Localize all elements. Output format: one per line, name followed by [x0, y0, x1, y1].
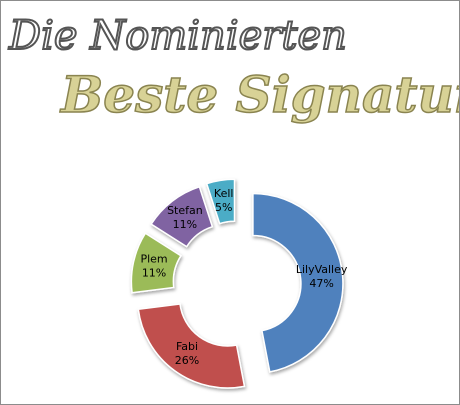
doughnut-segment — [205, 178, 236, 225]
doughnut-segment — [137, 303, 246, 389]
doughnut-segment — [150, 185, 214, 248]
data-label-name: Stefan — [167, 204, 203, 217]
data-label-value: 11% — [142, 266, 166, 279]
data-label-name: Kell — [214, 187, 234, 200]
doughnut-segment — [130, 232, 182, 294]
data-label-name: Plem — [140, 252, 167, 265]
doughnut-segment — [252, 192, 344, 373]
data-label-value: 5% — [215, 201, 232, 214]
data-label-name: Fabi — [176, 340, 198, 353]
plot: LilyValley47%Fabi26%Plem11%Stefan11%Kell… — [130, 178, 348, 389]
data-label-value: 11% — [173, 218, 197, 231]
chart-subtitle: Beste Signatur — [59, 65, 459, 124]
chart-title: Die Nominierten — [8, 13, 347, 59]
data-label-name: LilyValley — [296, 263, 348, 276]
data-label-value: 47% — [309, 277, 333, 290]
data-label-value: 26% — [175, 354, 199, 367]
